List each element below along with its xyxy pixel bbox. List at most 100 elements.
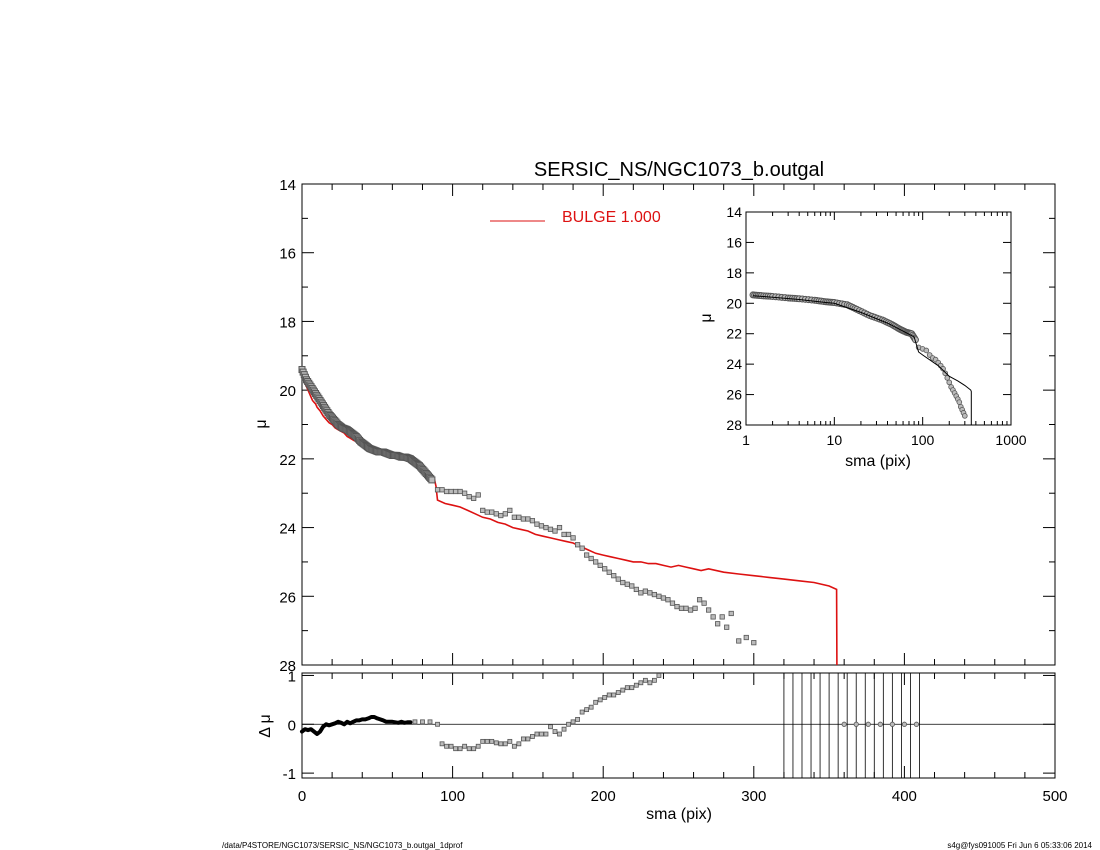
main-data-point [602, 566, 608, 572]
residual-data-point [615, 690, 621, 695]
inset-data-point [956, 399, 963, 405]
main-data-point [498, 512, 504, 519]
main-data-point [660, 595, 667, 601]
inset-xtick-label: 10 [827, 432, 843, 448]
residual-data-point [570, 719, 576, 725]
inset-xtick-label: 1000 [995, 432, 1026, 448]
main-data-point [584, 552, 590, 558]
residual-data-point [489, 738, 495, 744]
residual-data-point [493, 740, 499, 746]
main-data-point [751, 640, 757, 646]
main-data-point [706, 607, 712, 613]
residual-data-point [588, 704, 594, 710]
main-data-point [443, 488, 450, 495]
main-data-band [298, 366, 436, 484]
main-data-point [552, 528, 558, 534]
main-y-axis-title: μ [253, 419, 270, 428]
main-data-point [606, 569, 612, 575]
residual-data-point [602, 695, 608, 700]
residual-plot-frame [301, 672, 1056, 779]
main-model-line [301, 372, 838, 666]
residual-data-point [530, 734, 535, 739]
inset-xtick-label: 100 [911, 432, 935, 448]
inset-model-line [752, 295, 972, 425]
residual-data-point [502, 741, 508, 747]
residual-data-band [300, 715, 413, 736]
main-legend: BULGE 1.000 [490, 209, 661, 226]
main-data-point [669, 600, 676, 606]
residual-data-points [412, 673, 662, 752]
main-data-point [651, 591, 658, 598]
main-data-point [683, 605, 689, 611]
inset-ytick-label: 28 [726, 417, 742, 433]
main-data-point [615, 576, 621, 582]
residual-data-point [516, 741, 522, 747]
main-data-point [736, 638, 742, 644]
inset-y-axis-title: μ [698, 313, 715, 322]
x-tick-label: 100 [440, 788, 465, 805]
residual-data-point [566, 721, 571, 727]
residual-data-point [534, 731, 540, 737]
inset-ticks: 14 16 18 20 22 24 26 281 10 100 1000 [726, 204, 1026, 448]
main-data-point [728, 610, 734, 617]
main-data-point [525, 516, 531, 522]
main-data-point [434, 487, 441, 493]
inset-model-curve [752, 295, 972, 425]
residual-ytick-label: 1 [288, 668, 296, 685]
main-data-point [489, 509, 495, 515]
main-data-point [516, 514, 522, 520]
main-data-point [529, 518, 536, 524]
residual-data-point [597, 697, 603, 703]
main-data-point [471, 495, 477, 501]
main-ytick-label: 26 [279, 589, 296, 606]
residual-data-point [498, 741, 504, 747]
residual-data-point [439, 741, 445, 747]
main-data-point [570, 535, 576, 541]
residual-data-point [557, 731, 562, 737]
residual-data-point [412, 719, 418, 725]
main-data-point [565, 531, 572, 538]
main-data-point [620, 579, 626, 586]
main-band-marker [428, 476, 436, 484]
footer-file-path: /data/P4STORE/NGC1073/SERSIC_NS/NGC1073_… [222, 841, 463, 850]
main-data-point [593, 559, 599, 565]
footer-timestamp: s4g@fys091005 Fri Jun 6 05:33:06 2014 [947, 841, 1092, 850]
x-tick-label: 400 [892, 788, 917, 805]
main-data-point [638, 590, 644, 596]
main-ytick-label: 20 [279, 383, 296, 400]
residual-data-point [624, 685, 630, 691]
main-data-point [561, 531, 567, 538]
main-data-point [493, 511, 499, 517]
main-data-point [462, 490, 468, 496]
residual-data-point [620, 687, 626, 693]
main-data-point [701, 600, 707, 606]
inset-data-point [946, 379, 953, 386]
residual-y-axis-title: Δ μ [257, 714, 274, 737]
residual-data-point [584, 707, 590, 713]
residual-data-point [435, 721, 440, 727]
main-data-point [633, 586, 639, 593]
main-ytick-label: 18 [279, 314, 296, 331]
residual-data-point [642, 677, 648, 683]
residual-vertical-lines [783, 673, 920, 778]
x-tick-label: 500 [1042, 788, 1067, 805]
residual-zero-marker [853, 721, 859, 727]
main-data-point [466, 494, 472, 500]
main-data-point [642, 588, 648, 594]
residual-data-point [480, 738, 486, 744]
main-data-point [710, 614, 716, 620]
main-data-point [647, 590, 653, 596]
main-data-point [624, 581, 630, 587]
inset-data-point [944, 375, 951, 381]
main-data-point [556, 524, 563, 531]
main-data-point [574, 542, 581, 548]
residual-data-point [652, 677, 657, 683]
inset-ytick-label: 14 [726, 204, 742, 220]
residual-zero-markers [841, 721, 920, 727]
main-data-point [502, 511, 508, 517]
x-axis-title: sma (pix) [646, 806, 712, 823]
main-data-point [597, 562, 603, 568]
residual-band-line [300, 715, 413, 736]
residual-data-point [561, 726, 567, 732]
